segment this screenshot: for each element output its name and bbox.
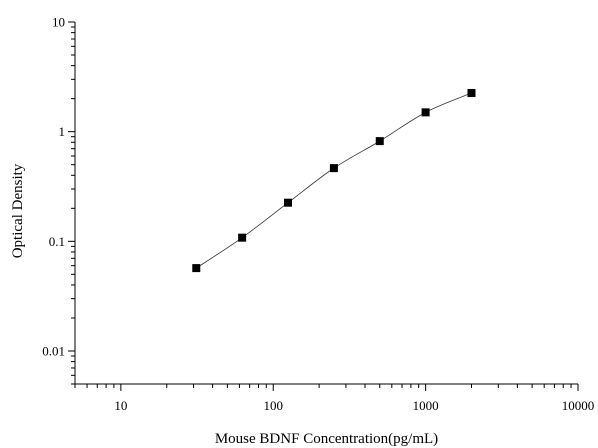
x-tick-label: 1000 [413,398,439,413]
data-point-marker [467,89,476,98]
data-point-marker [238,233,247,242]
x-tick-label: 100 [263,398,283,413]
axes [74,22,578,385]
y-tick-label: 10 [52,15,65,30]
data-point-marker [329,164,338,173]
x-tick-label: 10000 [562,398,595,413]
fit-curve [196,92,472,269]
y-tick-label: 1 [59,124,66,139]
x-axis-title: Mouse BDNF Concentration(pg/mL) [215,431,438,447]
data-point-marker [421,108,430,117]
y-tick-label: 0.01 [42,343,65,358]
data-point-marker [375,137,384,146]
y-tick-label: 0.1 [49,234,65,249]
data-point-marker [284,198,293,207]
x-tick-label: 10 [114,398,127,413]
data-markers [192,89,476,273]
y-axis-title: Optical Density [10,163,26,258]
ticks: 10 100 1000 10000 0.01 0.1 1 10 [42,15,594,414]
data-point-marker [192,264,201,273]
